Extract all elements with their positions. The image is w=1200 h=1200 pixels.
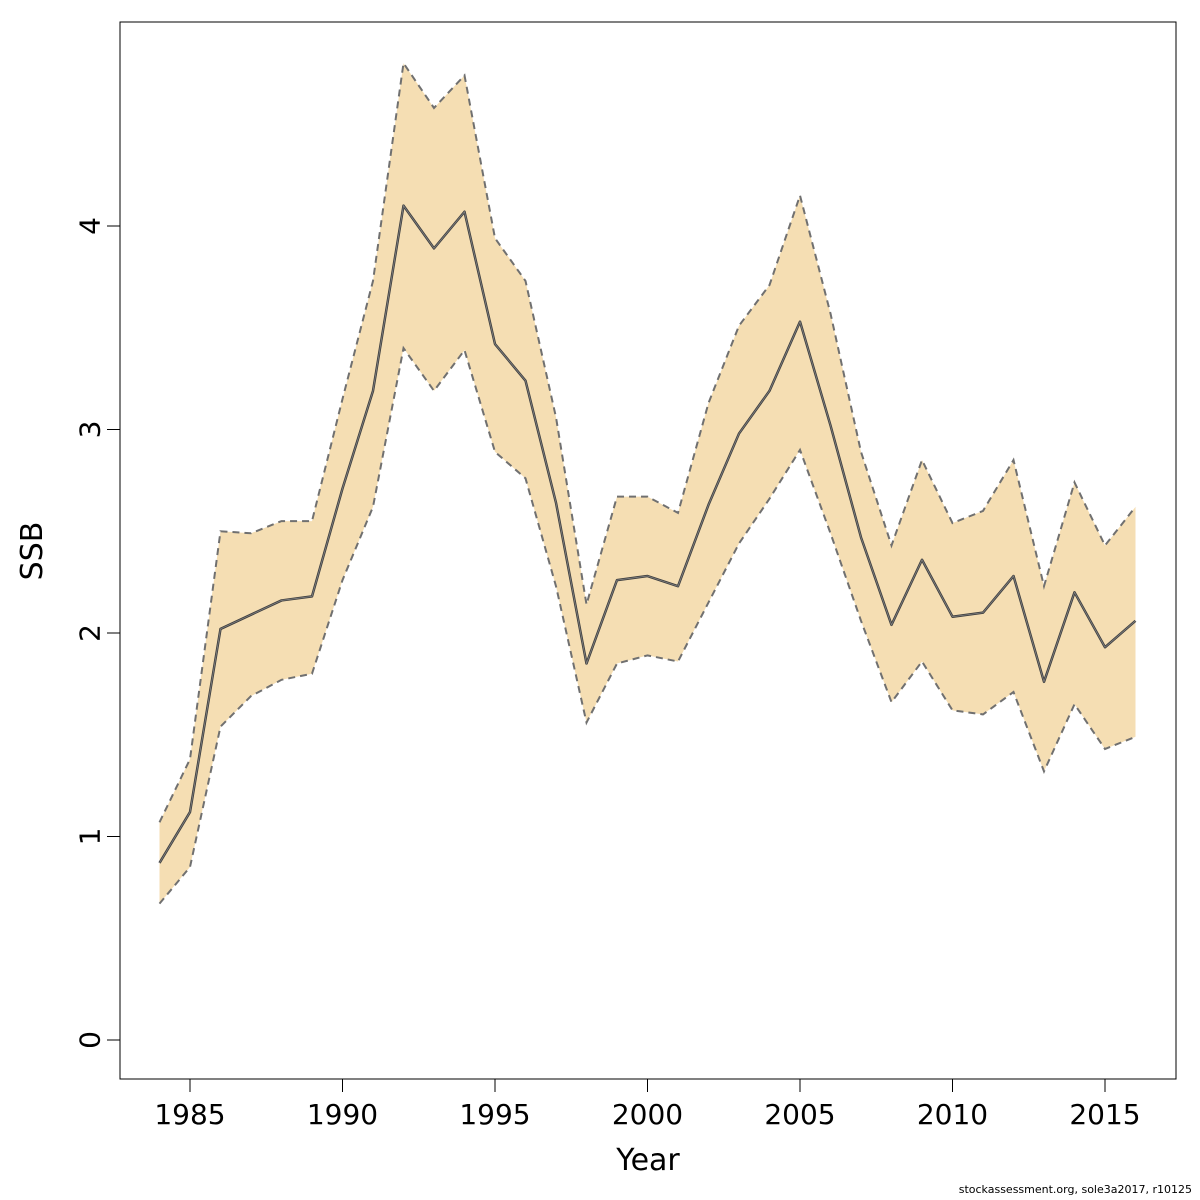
x-axis-title: Year [615,1143,680,1178]
y-tick-label: 3 [74,421,107,439]
y-tick-label: 1 [74,828,107,846]
x-tick-label: 2000 [612,1098,683,1131]
x-tick-label: 2005 [764,1098,835,1131]
x-tick-label: 1990 [307,1098,378,1131]
estimate-line-highlight [159,204,1136,864]
upper-bound-line [158,60,1137,823]
confidence-bounds [158,60,1137,905]
estimate-line [158,204,1137,864]
x-tick-label: 2010 [917,1098,988,1131]
footer-credit: stockassessment.org, sole3a2017, r10125 [958,1183,1192,1196]
y-tick-label: 4 [74,217,107,235]
x-tick-label: 1985 [154,1098,225,1131]
x-tick-label: 1995 [459,1098,530,1131]
y-tick-label: 0 [74,1031,107,1049]
y-axis: 0 1 2 3 4 [74,217,121,1049]
ssb-estimate-line [158,204,1137,864]
x-axis: 1985 1990 1995 2000 2005 2010 2015 [154,1078,1141,1131]
lower-bound-line [158,345,1136,905]
confidence-band-area [159,63,1136,904]
x-tick-label: 2015 [1069,1098,1140,1131]
y-tick-label: 2 [74,624,107,642]
y-axis-title: SSB [15,522,50,581]
confidence-band [159,63,1136,904]
